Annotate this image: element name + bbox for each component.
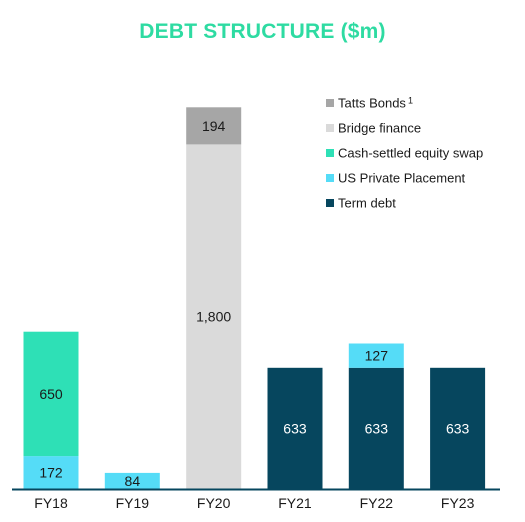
x-tick-label-fy18: FY18 <box>34 495 68 511</box>
bar-fy22-us-private-placement <box>348 343 404 368</box>
data-label-fy20-tatts-bonds: 194 <box>202 118 226 134</box>
data-label-fy18-us-private-placement: 172 <box>39 465 63 481</box>
bars-layer <box>23 107 486 489</box>
bar-fy21-term-debt <box>267 367 323 489</box>
legend-swatch-term-debt <box>326 199 334 207</box>
bar-fy19-us-private-placement <box>104 472 160 489</box>
bar-fy18-us-private-placement <box>23 456 79 489</box>
data-label-fy22-us-private-placement: 127 <box>365 348 389 364</box>
legend-footnote-marker: 1 <box>408 96 413 106</box>
legend-label-term-debt: Term debt <box>338 196 396 211</box>
data-label-fy19-us-private-placement: 84 <box>125 473 141 489</box>
x-tick-labels: FY18 FY19 FY20 FY21 FY22 FY23 <box>34 495 474 511</box>
legend: Tatts Bonds 1 Bridge finance Cash-settled e… <box>326 96 483 211</box>
data-labels-layer: 172 650 84 1,800 194 633 633 127 633 <box>39 118 469 489</box>
legend-swatch-cash-settled-equity-swap <box>326 149 334 157</box>
x-tick-label-fy23: FY23 <box>441 495 475 511</box>
bar-fy20-tatts-bonds <box>186 107 242 145</box>
legend-label-us-private-placement: US Private Placement <box>338 171 466 186</box>
legend-label-tatts-bonds: Tatts Bonds 1 <box>338 96 413 111</box>
x-tick-label-fy19: FY19 <box>116 495 150 511</box>
data-label-fy18-cash-settled-equity-swap: 650 <box>39 386 63 402</box>
data-label-fy20-bridge-finance: 1,800 <box>196 309 231 325</box>
data-label-fy21-term-debt: 633 <box>283 420 307 436</box>
x-tick-label-fy21: FY21 <box>278 495 312 511</box>
bar-fy23-term-debt <box>430 367 486 489</box>
legend-swatch-us-private-placement <box>326 174 334 182</box>
legend-label-cash-settled-equity-swap: Cash-settled equity swap <box>338 146 483 161</box>
bar-fy18-cash-settled-equity-swap <box>23 331 79 457</box>
bar-fy20-bridge-finance <box>186 144 242 489</box>
legend-label-bridge-finance: Bridge finance <box>338 121 421 136</box>
legend-swatch-bridge-finance <box>326 124 334 132</box>
x-tick-label-fy20: FY20 <box>197 495 231 511</box>
legend-swatch-tatts-bonds <box>326 99 334 107</box>
bar-fy22-term-debt <box>348 367 404 489</box>
chart-title: DEBT STRUCTURE ($m) <box>139 20 386 43</box>
data-label-fy23-term-debt: 633 <box>446 420 470 436</box>
x-tick-label-fy22: FY22 <box>360 495 394 511</box>
data-label-fy22-term-debt: 633 <box>365 420 389 436</box>
